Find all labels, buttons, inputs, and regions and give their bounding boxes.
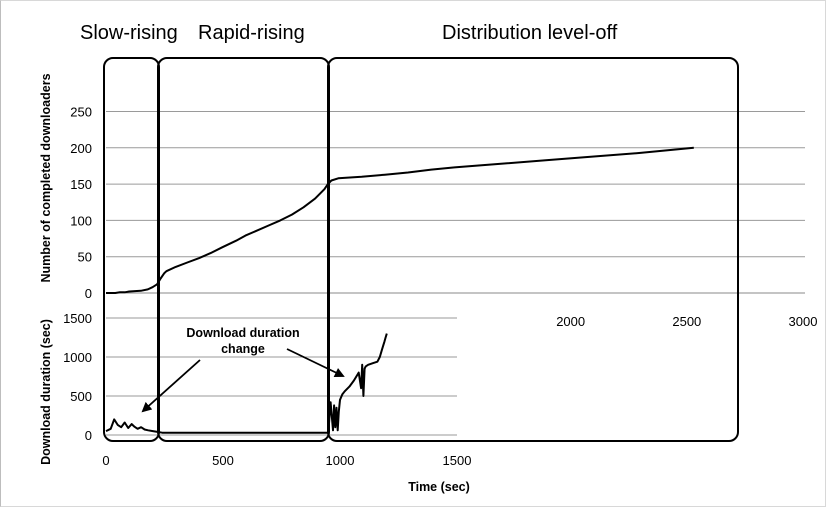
top-y-tick-label: 100 xyxy=(70,213,92,228)
phase-label-rapid-rising: Rapid-rising xyxy=(198,22,305,44)
top-y-tick-label: 50 xyxy=(78,250,92,265)
phase-box-rapid-rising xyxy=(157,57,330,442)
phase-boxes xyxy=(103,57,739,442)
top-y-axis-label: Number of completed downloaders xyxy=(39,73,53,282)
phase-label-slow-rising: Slow-rising xyxy=(80,22,178,44)
bottom-x-tick-label: 0 xyxy=(102,453,109,468)
x-axis-label: Time (sec) xyxy=(408,480,470,494)
annotation-line-2: change xyxy=(221,342,265,356)
top-y-tick-label: 0 xyxy=(85,286,92,301)
bottom-y-tick-label: 500 xyxy=(70,389,92,404)
bottom-y-tick-label: 1500 xyxy=(63,311,92,326)
bottom-y-tick-label: 0 xyxy=(85,428,92,443)
top-x-tick-label: 2000 xyxy=(556,314,585,329)
annotation-arrow-left xyxy=(141,359,201,413)
top-x-tick-label: 2500 xyxy=(672,314,701,329)
bottom-x-tick-label: 1000 xyxy=(326,453,355,468)
bottom-y-tick-label: 1000 xyxy=(63,350,92,365)
phase-label-distribution-level-off: Distribution level-off xyxy=(442,22,618,44)
annotation-line-1: Download duration xyxy=(186,326,299,340)
bottom-chart-gridlines xyxy=(106,317,457,436)
series-lines xyxy=(105,146,694,434)
phase-box-distribution-level-off xyxy=(327,57,739,442)
annotation-arrow-right xyxy=(286,348,345,378)
bottom-x-tick-label: 500 xyxy=(212,453,234,468)
top-x-tick-label: 3000 xyxy=(789,314,818,329)
bottom-x-tick-label: 1500 xyxy=(443,453,472,468)
completed-downloaders-line xyxy=(106,146,694,294)
tick-labels: 0 50 100 150 200 250 2000 2500 3000 0 500 1000 1500 0… xyxy=(63,105,817,469)
download-duration-line xyxy=(105,333,388,434)
top-y-tick-label: 200 xyxy=(70,141,92,156)
top-y-tick-label: 150 xyxy=(70,177,92,192)
bottom-y-axis-label: Download duration (sec) xyxy=(39,319,53,465)
phase-box-slow-rising xyxy=(103,57,160,442)
top-y-tick-label: 250 xyxy=(70,105,92,120)
top-chart-gridlines xyxy=(106,111,805,294)
